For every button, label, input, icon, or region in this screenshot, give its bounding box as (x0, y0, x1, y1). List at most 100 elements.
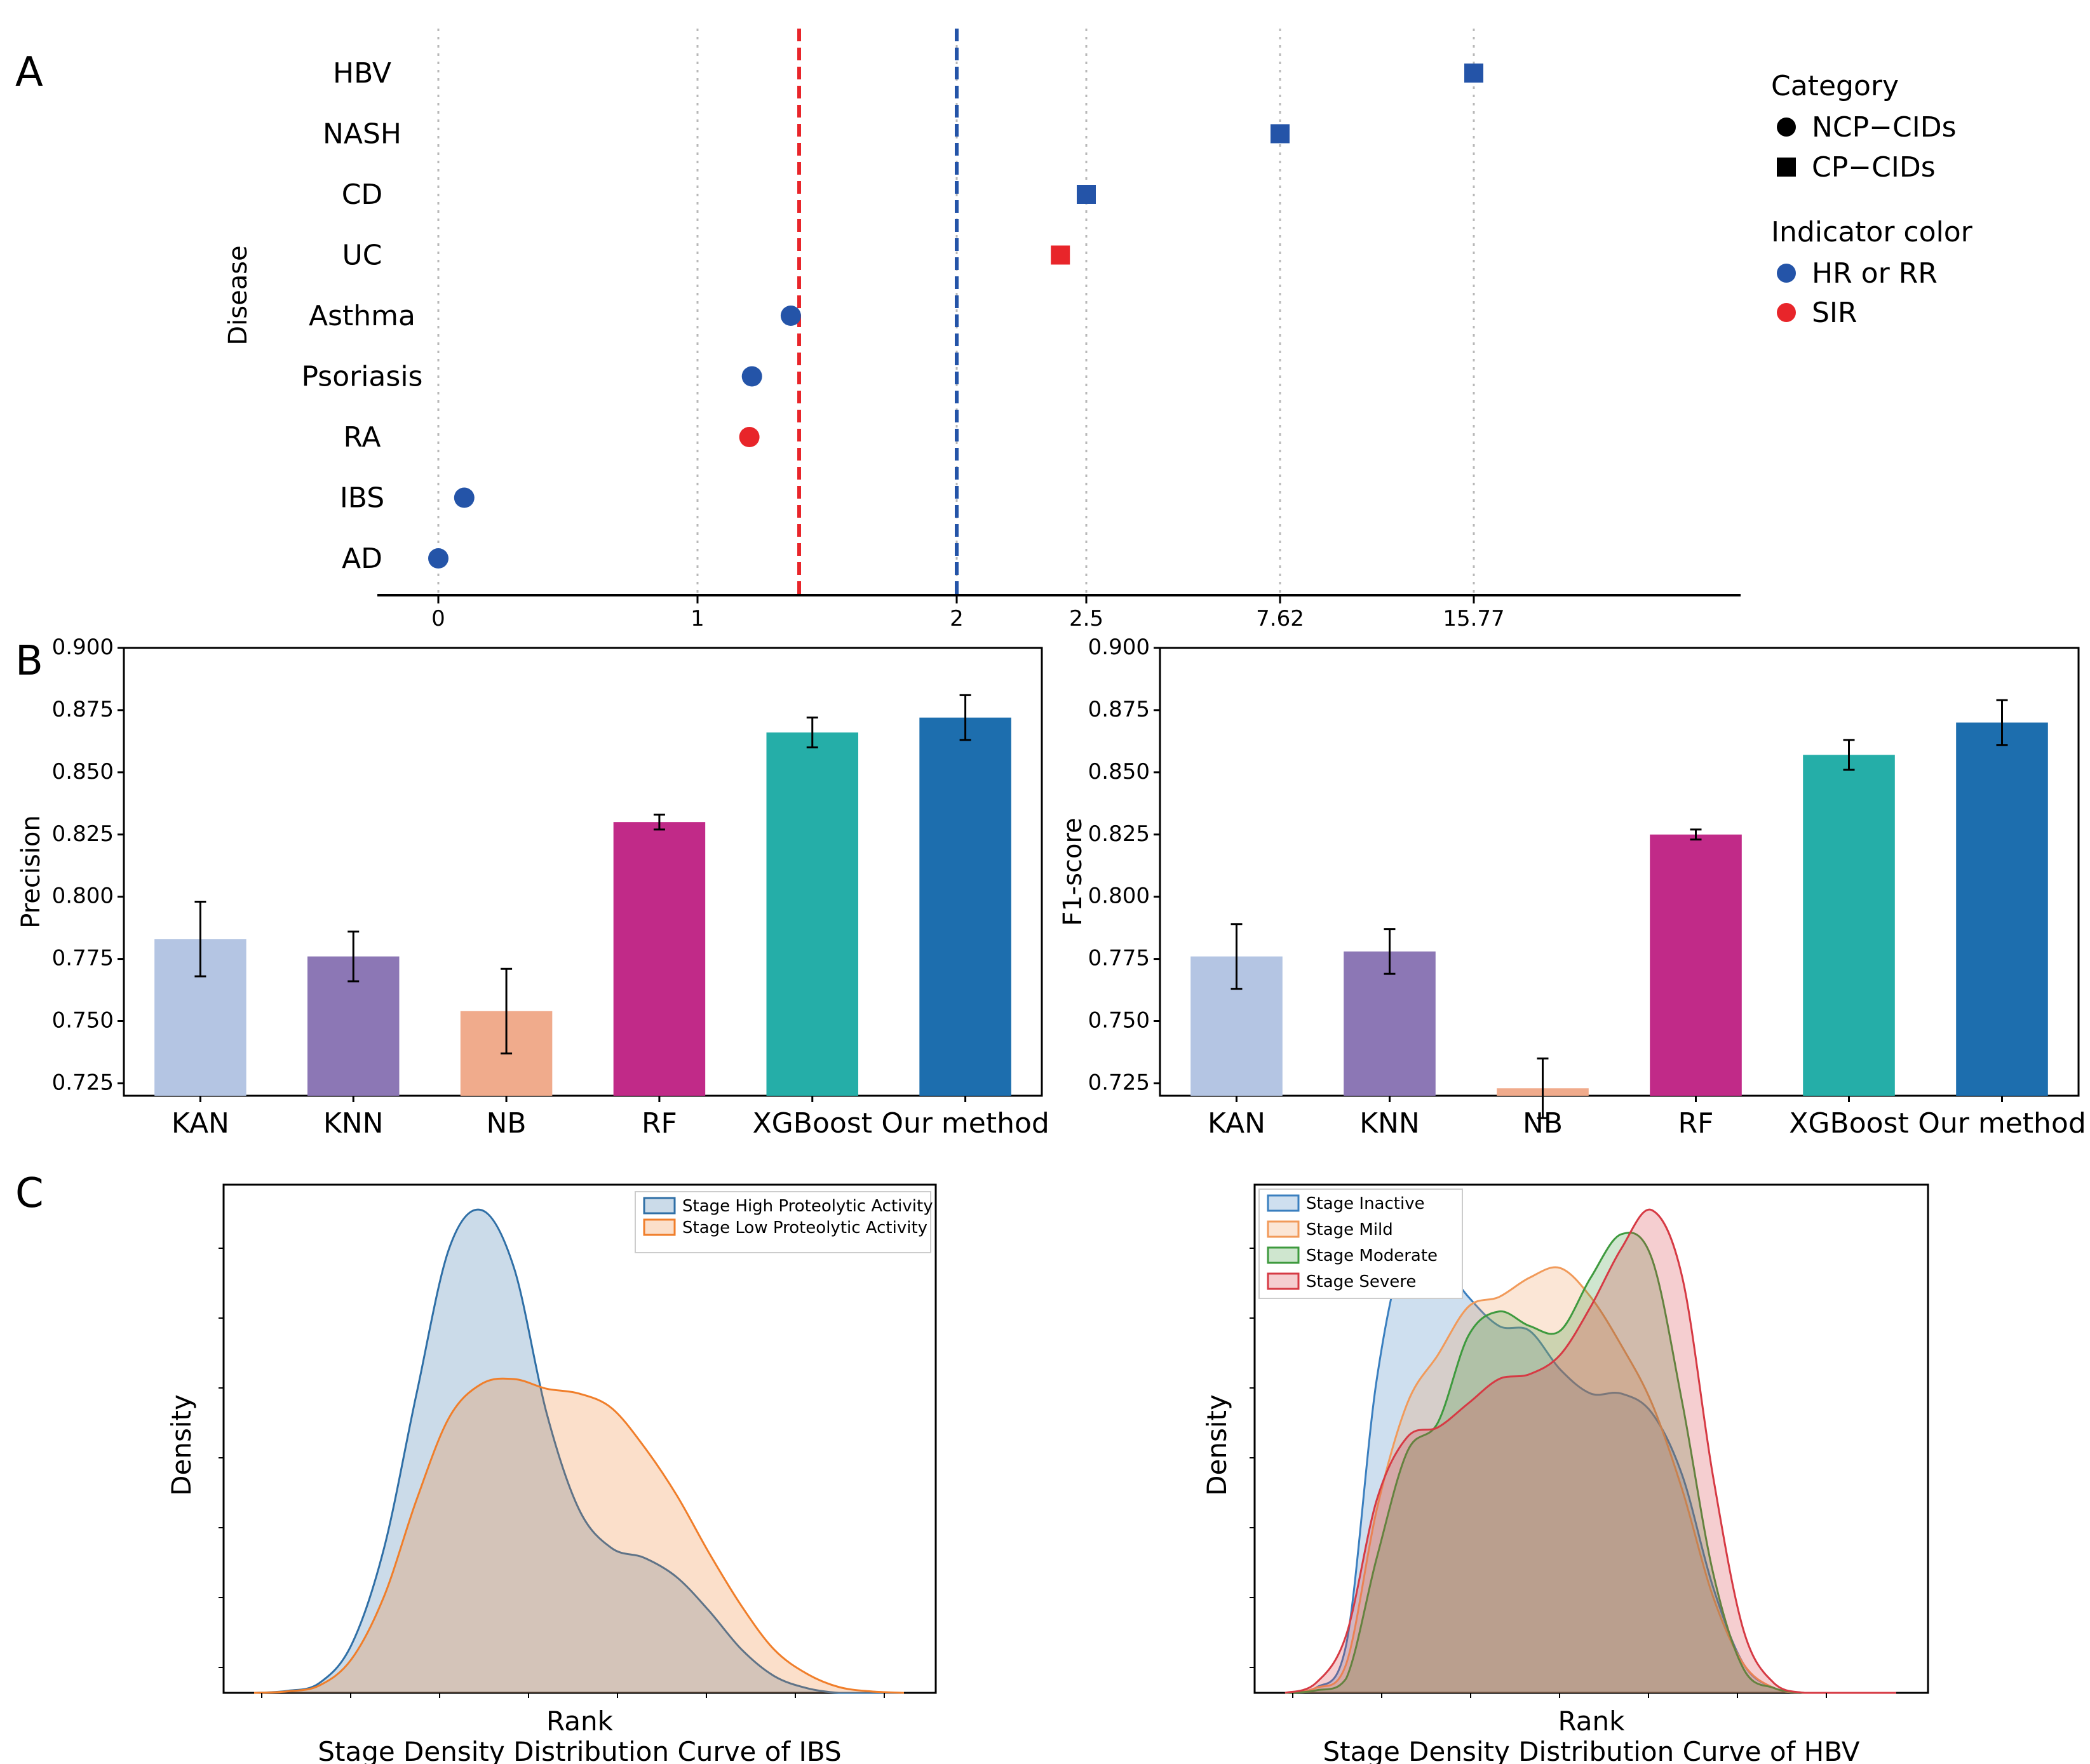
b-y-tick-label: 0.800 (1088, 884, 1150, 909)
c-legend-entry-stage-mild: Stage Mild (1306, 1220, 1393, 1239)
a-x-tick-label-0: 0 (431, 606, 445, 631)
a-point-ad (428, 548, 448, 569)
a-point-cd (1077, 185, 1096, 204)
density-fill-stage-severe (1285, 1209, 1896, 1693)
bar-our-method (919, 717, 1011, 1096)
bar-our-method (1956, 722, 2048, 1096)
b-x-tick-label-rf: RF (642, 1107, 677, 1140)
density-fill-stage-low-proteolytic-activity (254, 1378, 904, 1693)
c-y-axis-label: Density (166, 1394, 197, 1496)
b-x-tick-label-rf: RF (1678, 1107, 1714, 1140)
a-disease-labels: HBV NASH CD UC Asthma Psoriasis RA IBS AD (302, 57, 423, 575)
a-gridlines (437, 29, 1475, 595)
b-y-tick-label: 0.800 (52, 884, 114, 909)
a-disease-label-ad: AD (342, 542, 382, 575)
a-disease-label-psoriasis: Psoriasis (302, 361, 423, 393)
a-point-uc (1051, 245, 1070, 265)
legend-red-dot-icon (1777, 303, 1796, 322)
density-line-stage-moderate (1284, 1232, 1896, 1694)
b-y-tick-label: 0.775 (1088, 946, 1150, 971)
c-legend-box (635, 1191, 931, 1253)
density-line-stage-low-proteolytic-activity (253, 1377, 905, 1694)
b-y-tick-label: 0.775 (52, 946, 114, 971)
a-disease-label-hbv: HBV (333, 57, 391, 90)
a-point-psoriasis (741, 366, 762, 387)
c-legend-box (1258, 1188, 1463, 1299)
b-y-tick-label: 0.750 (1088, 1008, 1150, 1033)
density-fill-stage-moderate (1285, 1232, 1896, 1693)
bar-knn (1344, 951, 1436, 1096)
a-point-ibs (454, 487, 475, 508)
c-chart-title: Stage Density Distribution Curve of IBS (318, 1736, 841, 1764)
b-x-tick-label-our-method: Our method (881, 1107, 1049, 1140)
b-x-tick-label-knn: KNN (323, 1107, 384, 1140)
c-axes-frame (222, 1183, 937, 1694)
c-legend-entry-stage-low-proteolytic-activity: Stage Low Proteolytic Activity (682, 1218, 927, 1237)
legend-category-ncp: NCP−CIDs (1812, 111, 1957, 144)
a-x-tick-label-1: 1 (691, 606, 705, 631)
c-legend-entry-stage-high-proteolytic-activity: Stage High Proteolytic Activity (682, 1197, 933, 1216)
bar-xgboost (766, 732, 858, 1096)
b-axes-frame (123, 647, 1043, 1097)
a-legend: Category NCP−CIDs CP−CIDs Indicator colo… (1771, 70, 1973, 329)
a-point-asthma (780, 306, 801, 326)
legend-indicator-sir: SIR (1812, 297, 1857, 329)
density-fill-stage-high-proteolytic-activity (254, 1209, 904, 1693)
panel-letter-c: C (15, 1170, 44, 1217)
a-x-tick-label-7-62: 7.62 (1256, 606, 1304, 631)
c-axes-frame (1253, 1183, 1929, 1694)
legend-category-cp: CP−CIDs (1812, 151, 1936, 184)
bar-rf (1650, 834, 1742, 1096)
c-legend-swatch-stage-inactive (1267, 1194, 1300, 1212)
a-point-nash (1271, 124, 1290, 144)
c-legend-entry-stage-moderate: Stage Moderate (1306, 1246, 1438, 1265)
a-points (428, 64, 1483, 569)
b-y-tick-label: 0.725 (1088, 1070, 1150, 1095)
b-y-tick-label: 0.875 (52, 697, 114, 722)
legend-blue-dot-icon (1777, 264, 1796, 283)
c-y-axis-label: Density (1201, 1394, 1232, 1496)
c-legend-swatch-stage-low-proteolytic-activity (643, 1218, 676, 1236)
density-fill-stage-inactive (1285, 1236, 1896, 1693)
density-line-stage-severe (1284, 1208, 1896, 1694)
c-legend-entry-stage-inactive: Stage Inactive (1306, 1194, 1425, 1213)
legend-indicator-hr: HR or RR (1812, 257, 1938, 290)
b-y-tick-label: 0.900 (1088, 635, 1150, 660)
a-x-tick-label-2: 2 (950, 606, 964, 631)
c-legend-swatch-stage-severe (1267, 1272, 1300, 1290)
b-y-tick-label: 0.825 (1088, 821, 1150, 847)
a-x-ticks: 0 1 2 2.5 7.62 15.77 (431, 595, 1505, 631)
a-disease-label-asthma: Asthma (309, 300, 415, 332)
panel-b-f1-chart: 0.725 0.750 0.775 0.800 0.825 0.850 0.875 0.900… (1058, 635, 2086, 1140)
legend-indicator-title: Indicator color (1771, 216, 1973, 248)
b-x-tick-label-xgboost: XGBoost (753, 1107, 872, 1140)
b-x-tick-label-knn: KNN (1359, 1107, 1420, 1140)
c-legend-entry-stage-severe: Stage Severe (1306, 1272, 1416, 1291)
density-line-stage-high-proteolytic-activity (253, 1208, 904, 1694)
a-point-hbv (1464, 64, 1483, 83)
c-legend-swatch-stage-high-proteolytic-activity (643, 1197, 676, 1215)
b-x-tick-label-kan: KAN (172, 1107, 229, 1140)
a-y-axis-label: Disease (224, 245, 253, 345)
b-x-tick-label-nb: NB (487, 1107, 527, 1140)
panel-letter-b: B (15, 638, 43, 685)
a-disease-label-ra: RA (344, 421, 381, 454)
b-x-tick-label-nb: NB (1523, 1107, 1563, 1140)
density-fill-stage-mild (1285, 1267, 1896, 1693)
a-x-tick-label-2-5: 2.5 (1069, 606, 1103, 631)
c-chart-title: Stage Density Distribution Curve of HBV (1323, 1736, 1859, 1764)
legend-square-icon (1777, 158, 1796, 177)
bar-rf (613, 822, 706, 1096)
b-y-axis-label: F1-score (1058, 818, 1088, 926)
panel-letter-a: A (15, 49, 43, 96)
b-y-tick-label: 0.850 (1088, 759, 1150, 784)
a-disease-label-ibs: IBS (340, 482, 384, 515)
a-point-ra (739, 427, 760, 447)
b-y-axis-label: Precision (17, 815, 46, 928)
b-y-tick-label: 0.900 (52, 635, 114, 660)
c-legend: Stage High Proteolytic Activity Stage Low… (635, 1191, 933, 1253)
legend-category-title: Category (1771, 70, 1899, 102)
b-x-tick-label-kan: KAN (1208, 1107, 1265, 1140)
